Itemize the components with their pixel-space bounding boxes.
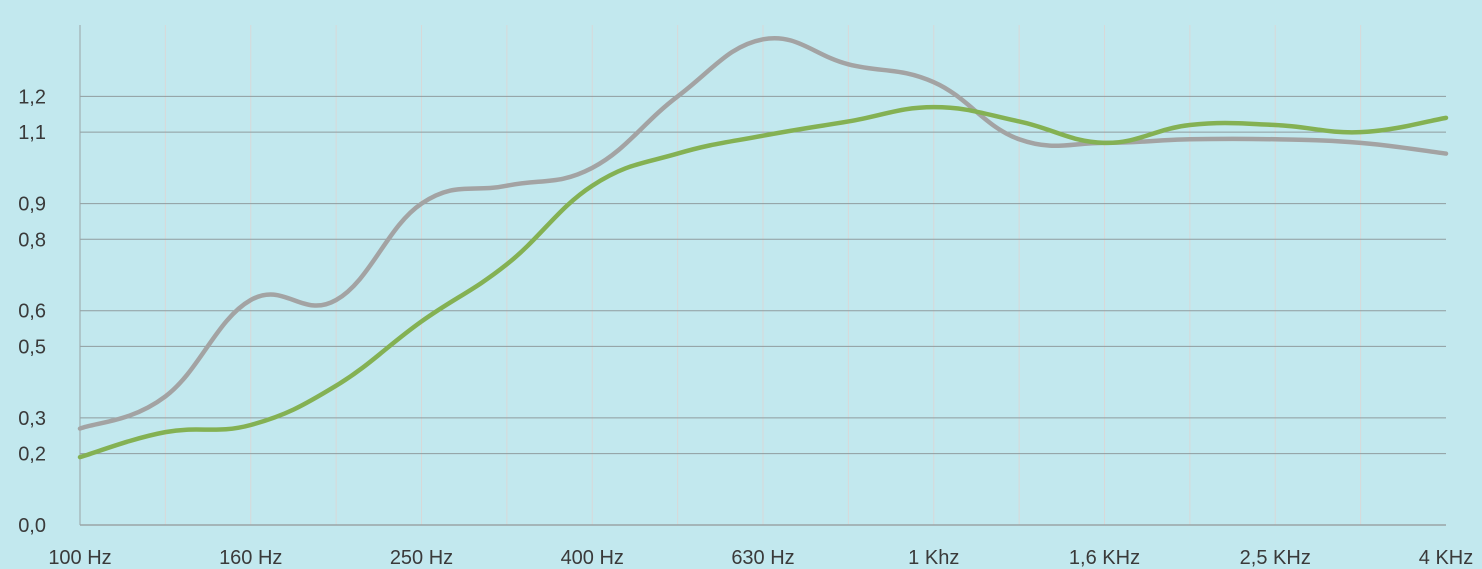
x-tick-label: 2,5 KHz <box>1240 547 1311 569</box>
y-axis-tick-labels: 0,0 0,2 0,3 0,5 0,6 0,8 0,9 1,1 1,2 <box>18 86 46 537</box>
x-tick-label: 250 Hz <box>390 547 453 569</box>
y-tick-label: 0,8 <box>18 229 46 251</box>
y-tick-label: 0,9 <box>18 194 46 216</box>
y-tick-label: 0,2 <box>18 444 46 466</box>
y-tick-label: 0,3 <box>18 408 46 430</box>
x-tick-label: 1 Khz <box>908 547 959 569</box>
y-tick-label: 1,2 <box>18 86 46 108</box>
x-tick-label: 630 Hz <box>731 547 794 569</box>
x-tick-label: 160 Hz <box>219 547 282 569</box>
series-line-2 <box>77 104 1449 460</box>
axes <box>79 25 1446 526</box>
x-tick-label: 100 Hz <box>48 547 111 569</box>
x-tick-label: 4 KHz <box>1419 547 1473 569</box>
y-tick-label: 0,5 <box>18 336 46 358</box>
vertical-gridlines <box>164 25 1362 525</box>
series-lines <box>77 35 1449 460</box>
horizontal-gridlines <box>80 95 1446 455</box>
x-tick-label: 1,6 KHz <box>1069 547 1140 569</box>
y-tick-label: 0,0 <box>18 515 46 537</box>
series-line-1 <box>77 35 1449 431</box>
x-tick-label: 400 Hz <box>561 547 624 569</box>
y-tick-label: 0,6 <box>18 301 46 323</box>
y-tick-label: 1,1 <box>18 122 46 144</box>
x-axis-tick-labels: 100 Hz 160 Hz 250 Hz 400 Hz 630 Hz 1 Khz 1,6 K… <box>48 547 1473 569</box>
